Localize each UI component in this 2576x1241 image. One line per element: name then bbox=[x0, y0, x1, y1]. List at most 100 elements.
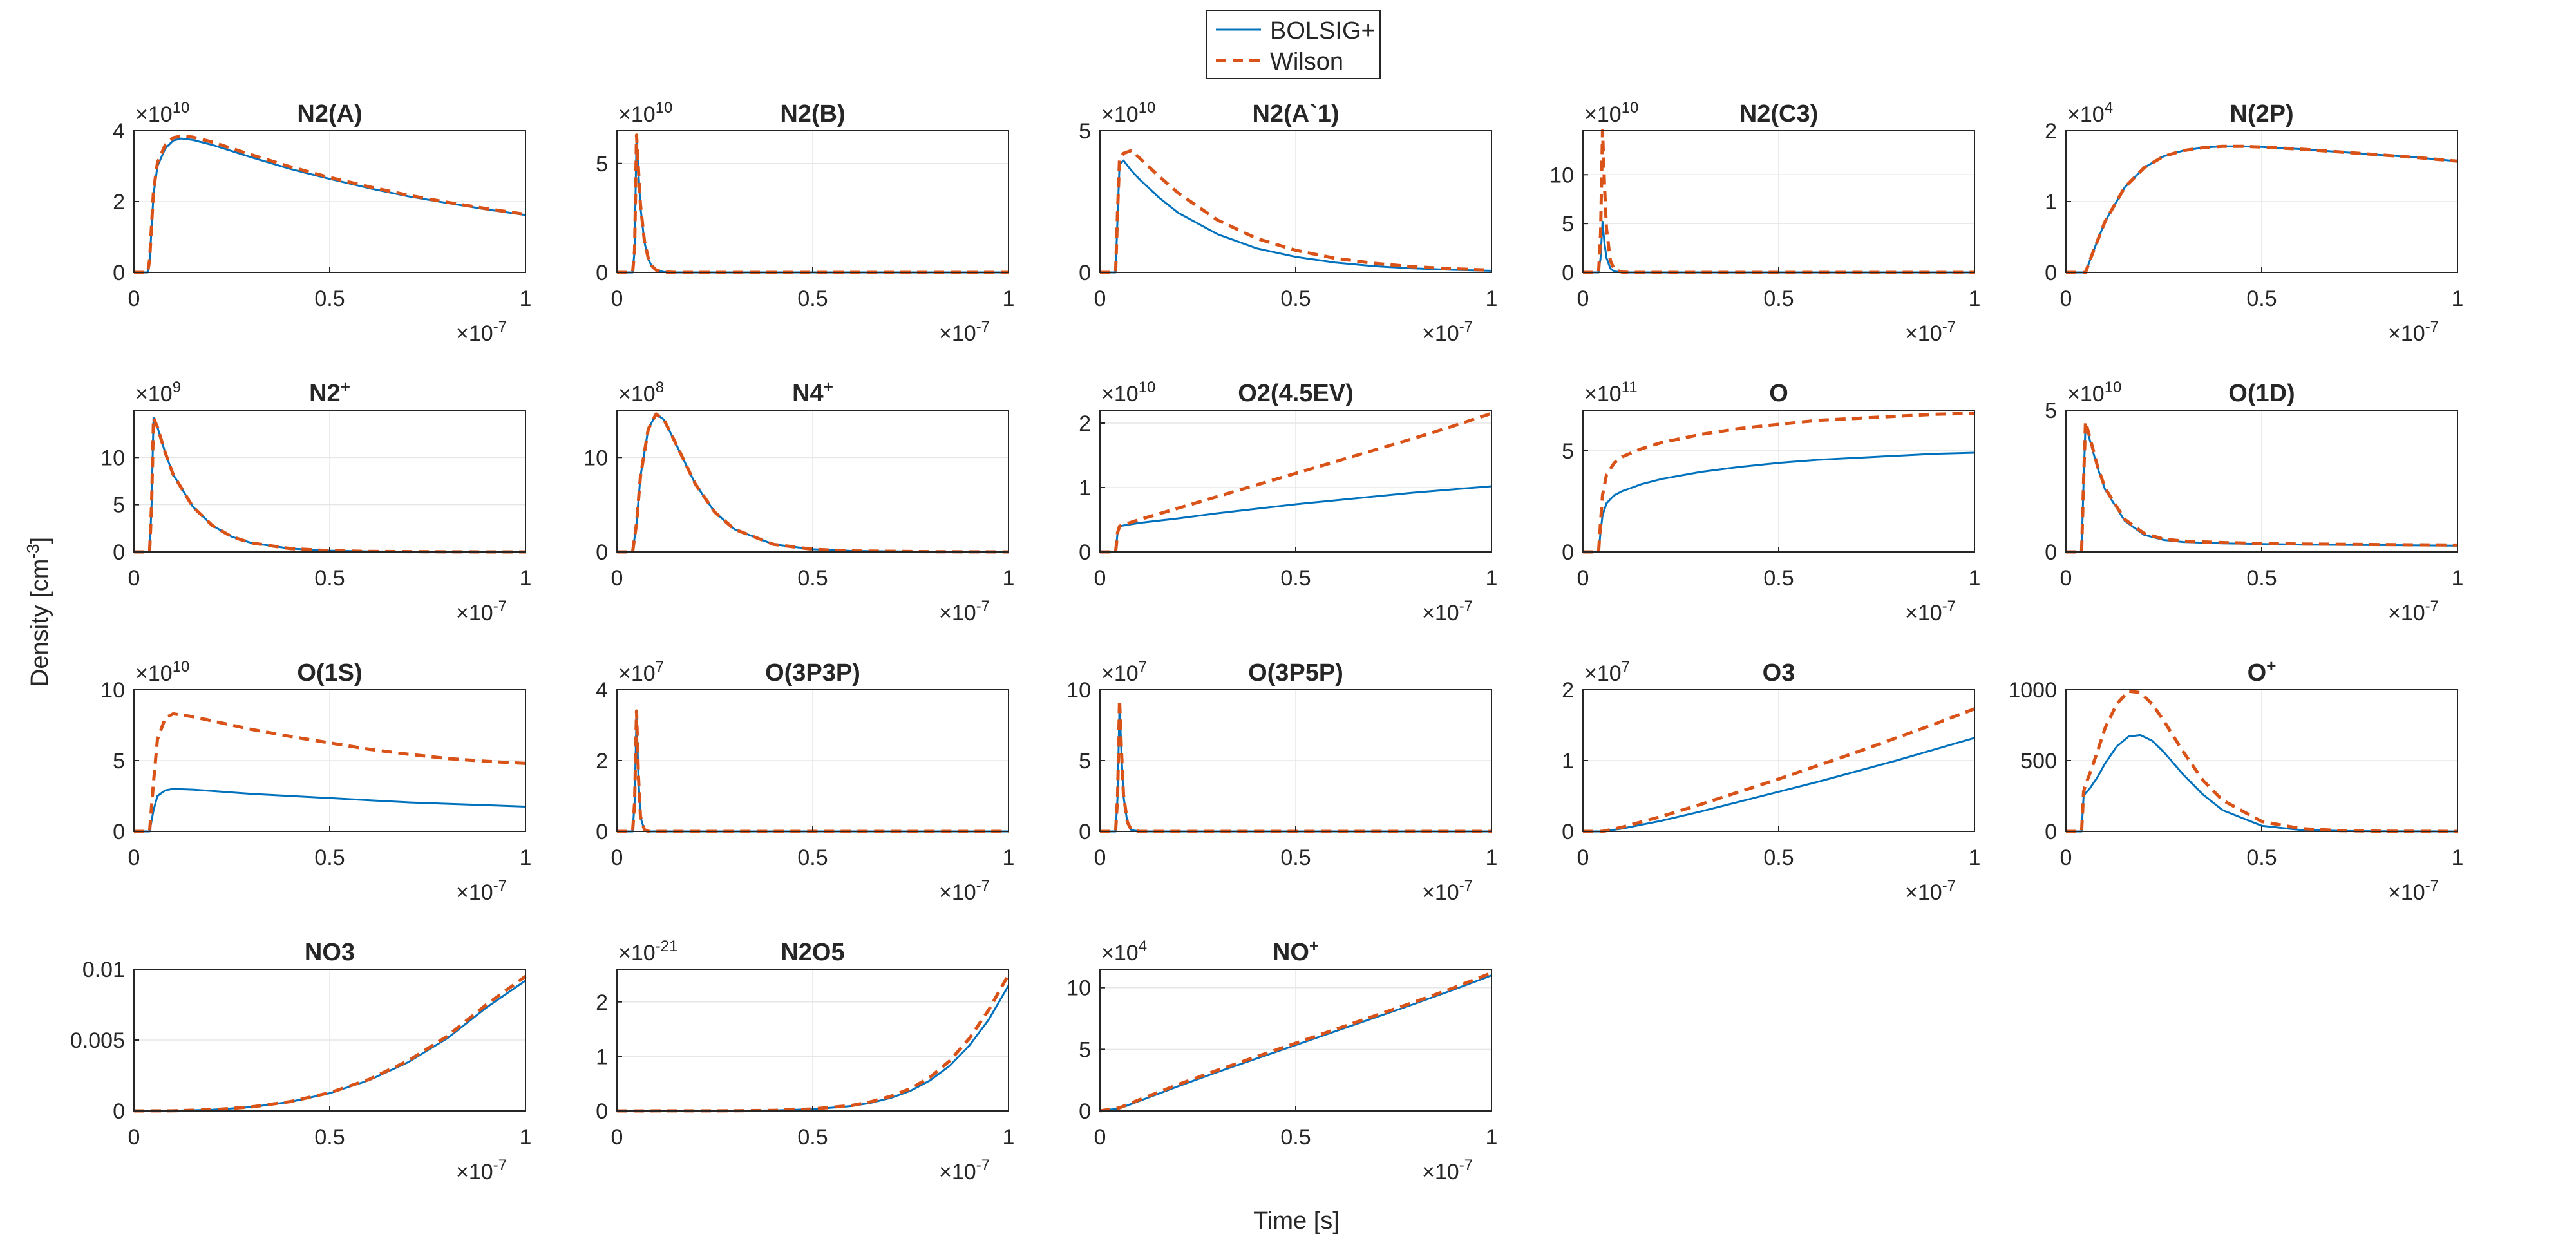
y-tick-label: 5 bbox=[1562, 212, 1574, 236]
x-tick-label: 1 bbox=[1969, 287, 1981, 311]
y-tick-label: 2 bbox=[2045, 119, 2057, 144]
y-multiplier-base: ×10 bbox=[1101, 941, 1139, 965]
y-multiplier-exponent: 7 bbox=[1622, 658, 1630, 676]
y-multiplier-base: ×10 bbox=[618, 382, 656, 406]
x-tick-label: 0 bbox=[2060, 846, 2072, 870]
x-multiplier-base: ×10 bbox=[1422, 601, 1459, 625]
x-tick-label: 0 bbox=[1094, 846, 1106, 870]
y-multiplier-base: ×10 bbox=[1584, 102, 1622, 127]
x-tick-label: 1 bbox=[1486, 1125, 1498, 1150]
y-tick-label: 2 bbox=[596, 749, 608, 773]
y-multiplier-exponent: -21 bbox=[656, 938, 678, 955]
y-multiplier-exponent: 8 bbox=[656, 379, 664, 396]
x-tick-label: 1 bbox=[1003, 846, 1015, 870]
x-multiplier-exponent: -7 bbox=[493, 1157, 507, 1174]
series-line-wilson bbox=[1100, 149, 1492, 274]
subplot: 0 0.5 105×1010×10-7N2(B) bbox=[596, 99, 1014, 346]
y-multiplier-base: ×10 bbox=[1101, 382, 1139, 406]
y-multiplier: ×1010 bbox=[1584, 99, 1638, 127]
y-multiplier: ×107 bbox=[1584, 658, 1630, 686]
x-tick-label: 1 bbox=[1003, 566, 1015, 591]
x-multiplier-base: ×10 bbox=[1905, 321, 1942, 346]
x-multiplier: ×10-7 bbox=[939, 598, 990, 625]
y-tick-label: 5 bbox=[2045, 399, 2057, 423]
legend-box bbox=[1206, 10, 1381, 79]
subplot-title-text: N2(C3) bbox=[1739, 100, 1818, 128]
x-tick-label: 0.5 bbox=[314, 287, 345, 311]
y-tick-label: 0 bbox=[113, 540, 125, 565]
y-tick-label: 2 bbox=[596, 990, 608, 1015]
x-tick-label: 0 bbox=[1577, 566, 1589, 591]
subplot-title-text: N2O5 bbox=[781, 939, 844, 966]
subplot-title-text: O2(4.5EV) bbox=[1238, 380, 1354, 407]
series-line-wilson bbox=[2066, 144, 2458, 274]
y-tick-label: 5 bbox=[1562, 439, 1574, 464]
y-multiplier-exponent: 4 bbox=[1139, 938, 1147, 955]
subplot-title: N(2P) bbox=[2230, 100, 2293, 128]
x-tick-label: 0.5 bbox=[797, 287, 828, 311]
subplot-title-superscript: + bbox=[824, 377, 833, 396]
x-tick-label: 0 bbox=[1094, 566, 1106, 591]
x-multiplier: ×10-7 bbox=[2388, 877, 2439, 905]
y-multiplier-base: ×10 bbox=[1101, 102, 1139, 127]
y-tick-label: 0 bbox=[1562, 540, 1574, 565]
y-tick-label: 0 bbox=[2045, 820, 2057, 844]
y-multiplier: ×108 bbox=[618, 379, 664, 406]
subplot-title: N2(C3) bbox=[1739, 100, 1818, 128]
x-multiplier-base: ×10 bbox=[939, 321, 976, 346]
x-multiplier: ×10-7 bbox=[1905, 598, 1956, 625]
x-tick-label: 0.5 bbox=[1763, 287, 1794, 311]
subplot-title: NO+ bbox=[1273, 936, 1319, 966]
x-tick-label: 0 bbox=[611, 566, 623, 591]
y-multiplier-base: ×10 bbox=[135, 661, 173, 686]
x-multiplier-base: ×10 bbox=[1905, 601, 1942, 625]
subplot: 0 0.5 105×1010×10-7O(1D) bbox=[2045, 379, 2463, 625]
subplot-title-text: NO bbox=[1273, 939, 1309, 966]
y-tick-label: 10 bbox=[583, 446, 608, 470]
x-multiplier-exponent: -7 bbox=[1459, 598, 1473, 615]
y-tick-label: 1 bbox=[1079, 476, 1091, 500]
y-tick-label: 0 bbox=[1079, 1099, 1091, 1124]
figure-ylabel-text: Density [cm bbox=[26, 559, 53, 687]
y-tick-label: 5 bbox=[113, 493, 125, 518]
x-tick-label: 0.5 bbox=[1280, 287, 1311, 311]
figure-xlabel: Time [s] bbox=[1253, 1208, 1340, 1235]
x-multiplier: ×10-7 bbox=[1422, 598, 1473, 625]
y-tick-label: 0 bbox=[113, 1099, 125, 1124]
x-multiplier: ×10-7 bbox=[456, 598, 507, 625]
subplot-title-text: O bbox=[1769, 380, 1788, 407]
x-multiplier: ×10-7 bbox=[1422, 318, 1473, 346]
x-tick-label: 1 bbox=[1003, 287, 1015, 311]
subplot-title: N2(B) bbox=[780, 100, 845, 128]
x-multiplier: ×10-7 bbox=[1905, 318, 1956, 346]
subplot-title-text: N2(A`1) bbox=[1252, 100, 1339, 128]
y-multiplier: ×104 bbox=[2067, 99, 2113, 127]
x-multiplier-base: ×10 bbox=[456, 1160, 493, 1184]
subplot-title: N4+ bbox=[792, 377, 833, 407]
series-line-wilson bbox=[133, 974, 527, 1113]
y-tick-label: 5 bbox=[113, 749, 125, 773]
x-multiplier-base: ×10 bbox=[2388, 880, 2425, 905]
subplot-title-text: NO3 bbox=[305, 939, 355, 966]
x-tick-label: 0 bbox=[128, 287, 140, 311]
y-tick-label: 500 bbox=[2020, 749, 2057, 773]
x-tick-label: 0 bbox=[1577, 846, 1589, 870]
x-multiplier-exponent: -7 bbox=[1459, 318, 1473, 336]
y-multiplier: ×1010 bbox=[1101, 99, 1155, 127]
subplot-title-text: O(1S) bbox=[297, 659, 362, 687]
y-multiplier-base: ×10 bbox=[135, 382, 173, 406]
x-tick-label: 0.5 bbox=[2246, 287, 2277, 311]
y-multiplier-base: ×10 bbox=[2067, 382, 2105, 406]
x-tick-label: 1 bbox=[2452, 287, 2464, 311]
legend-label-wilson: Wilson bbox=[1270, 48, 1343, 75]
subplot: 0 0.5 105×1010×10-7N2(A`1) bbox=[1079, 99, 1497, 346]
y-tick-label: 10 bbox=[100, 678, 125, 703]
subplot-title-text: N2(A) bbox=[297, 100, 362, 128]
y-tick-label: 10 bbox=[1066, 976, 1091, 1001]
y-multiplier-exponent: 10 bbox=[173, 658, 190, 676]
subplot-title: O(3P3P) bbox=[765, 659, 860, 687]
x-multiplier-exponent: -7 bbox=[493, 877, 507, 895]
y-multiplier-base: ×10 bbox=[135, 102, 173, 127]
subplot-title-text: O bbox=[2248, 659, 2267, 687]
